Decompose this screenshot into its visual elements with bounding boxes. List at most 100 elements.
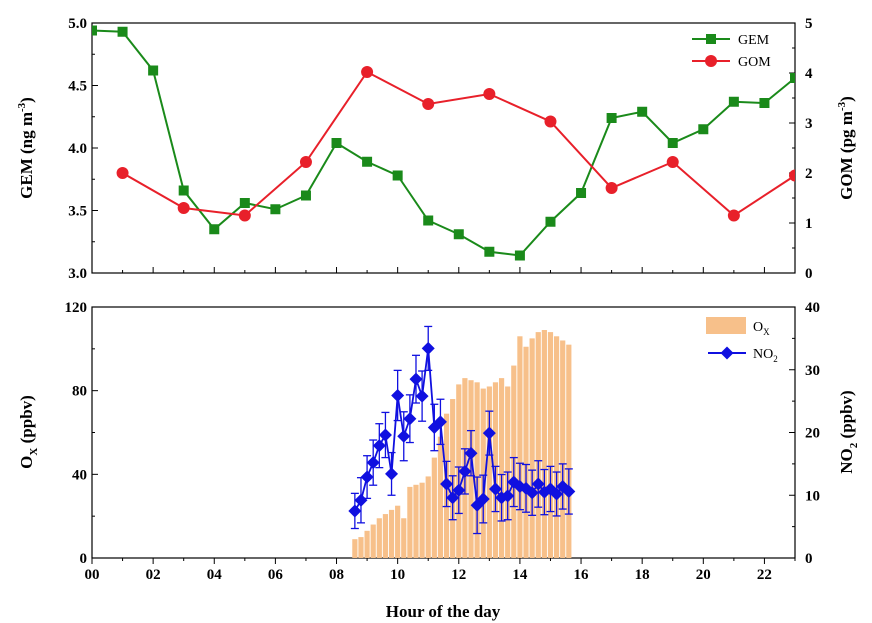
no2-point (348, 504, 362, 518)
x-tick-label: 04 (207, 567, 223, 583)
gom-point (299, 156, 312, 168)
bottom-y2-tick-label: 20 (805, 426, 820, 442)
gem-point (392, 170, 403, 181)
ox-bar (486, 386, 492, 558)
gom-legend-marker (705, 55, 717, 67)
gem-point (331, 138, 342, 148)
x-tick-label: 18 (635, 567, 650, 583)
ox-bar (566, 344, 572, 558)
gem-point (423, 215, 434, 226)
gem-point (209, 224, 220, 235)
x-tick-label: 22 (757, 567, 772, 583)
no2-point (415, 389, 429, 403)
no2-point (354, 493, 368, 507)
bottom-y2-tick-label: 0 (805, 551, 813, 567)
ox-bar (431, 457, 437, 558)
gem-legend-label: GEM (738, 33, 770, 48)
ox-bar (437, 436, 444, 558)
ox-bar (401, 518, 407, 558)
gem-point (637, 106, 648, 117)
x-tick-label: 02 (146, 567, 161, 583)
no2-point (458, 464, 472, 478)
gom-point (238, 209, 251, 222)
no2-point (397, 429, 411, 443)
gom-point (666, 156, 679, 168)
gem-point (117, 26, 128, 37)
gem-point (728, 96, 739, 107)
gom-point (422, 98, 435, 110)
gom-point (483, 88, 496, 100)
bottom-y-tick-label: 40 (72, 467, 87, 483)
gom-legend-label: GOM (738, 55, 771, 70)
no2-point (409, 372, 423, 386)
no2-point (391, 388, 405, 402)
gom-point (605, 182, 618, 194)
gem-point (92, 25, 97, 36)
bottom-plot-frame (91, 306, 796, 559)
no2-point (501, 489, 515, 503)
no2-point (482, 426, 496, 440)
x-axis-label: Hour of the day (386, 602, 501, 621)
ox-bar (425, 476, 431, 558)
no2-point (452, 483, 466, 497)
no2-point (476, 492, 490, 506)
top-y2-tick-label: 5 (805, 16, 813, 32)
top-y2-tick-label: 1 (805, 216, 813, 232)
top-y2-tick-label: 3 (805, 116, 813, 132)
no2-point (366, 456, 380, 470)
top-y2-tick-label: 2 (805, 166, 813, 182)
gem-point (484, 246, 495, 257)
top-y2-axis-label: GOM (pg m-3) (836, 96, 856, 200)
top-y-tick-label: 5.0 (68, 16, 87, 32)
ox-bar (547, 332, 554, 558)
no2-point (433, 415, 447, 429)
top-y-tick-label: 4.5 (68, 79, 87, 95)
ox-bar (498, 378, 505, 558)
ox-bar (407, 486, 413, 558)
ox-bar (480, 388, 486, 558)
gem-point (698, 124, 709, 135)
bottom-y-tick-label: 80 (72, 384, 87, 400)
no2-point (446, 491, 460, 505)
gem-point (148, 65, 159, 76)
ox-bar (474, 382, 480, 558)
gem-point (453, 229, 464, 240)
gem-point (790, 73, 795, 83)
gem-point (514, 250, 525, 261)
x-tick-label: 06 (268, 567, 284, 583)
x-tick-label: 00 (85, 567, 100, 583)
top-y-axis-label: GEM (ng m-3) (16, 97, 36, 199)
top-y2-tick-label: 4 (805, 66, 813, 82)
ox-bar (535, 332, 541, 558)
ox-legend-label: OX (753, 320, 770, 337)
gom-point (177, 202, 190, 214)
top-plot-frame (91, 22, 796, 274)
bottom-y2-tick-label: 30 (805, 363, 820, 379)
no2-point (562, 484, 576, 498)
x-tick-label: 14 (512, 567, 528, 583)
gem-point (576, 188, 587, 198)
gem-point (239, 198, 250, 208)
no2-point (550, 487, 564, 501)
bottom-y-axis-label: OX (ppbv) (17, 395, 40, 469)
no2-point (378, 428, 392, 442)
top-legend: GEM GOM (692, 33, 771, 70)
bottom-legend: OX NO2 (706, 317, 778, 364)
top-y-tick-label: 4.0 (68, 141, 87, 157)
gom-point (544, 115, 557, 128)
no2-point (385, 467, 399, 481)
x-tick-label: 12 (451, 567, 466, 583)
top-y2-tick-label: 0 (805, 266, 813, 282)
gem-point (362, 156, 373, 167)
gem-point (606, 113, 617, 123)
no2-legend-marker (720, 346, 734, 360)
gem-point (545, 216, 556, 227)
gom-series-line (122, 70, 795, 217)
no2-point (464, 446, 478, 460)
no2-point (488, 482, 502, 496)
bottom-y2-axis-label: NO2 (ppbv) (837, 390, 860, 473)
ox-bar (541, 330, 547, 558)
ox-bar (517, 336, 523, 558)
ox-bar (560, 340, 566, 558)
